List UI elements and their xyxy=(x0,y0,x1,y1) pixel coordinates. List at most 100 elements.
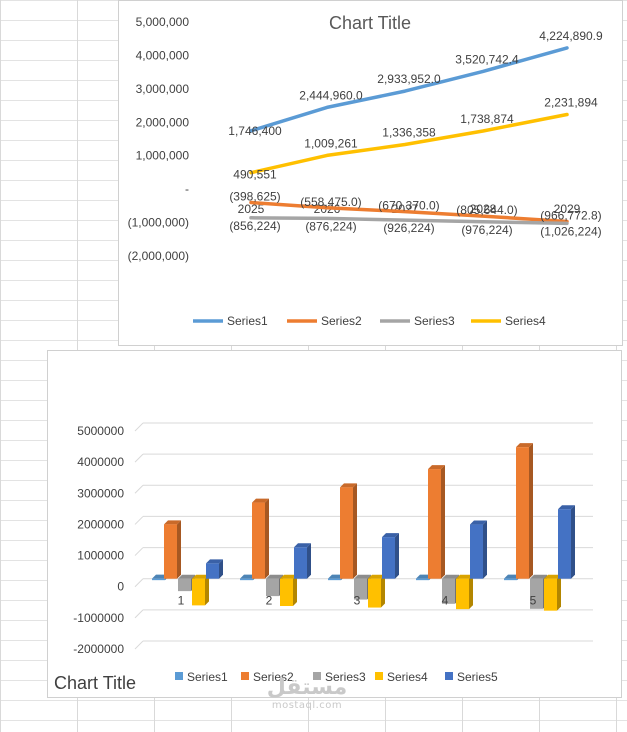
bar-series5 xyxy=(382,537,395,579)
bar-series4 xyxy=(544,578,557,611)
legend-label: Series2 xyxy=(321,314,362,328)
x-tick-label: 2028 xyxy=(470,202,497,216)
gridline-side xyxy=(134,578,144,588)
legend-label: Series1 xyxy=(187,670,228,684)
data-label: (966,772.8) xyxy=(540,208,601,222)
y-tick-label: (2,000,000) xyxy=(128,249,189,263)
gridline-side xyxy=(134,422,144,432)
bar-chart-svg: 5000000 4000000 3000000 2000000 1000000 0 -100… xyxy=(54,422,593,693)
chart-title: Chart Title xyxy=(54,673,136,693)
legend-swatch xyxy=(445,672,453,680)
y-tick-label: 2,000,000 xyxy=(136,115,190,129)
bar-series2 xyxy=(164,524,177,579)
bar-top xyxy=(354,574,371,579)
bar-side xyxy=(177,520,181,579)
bar-series1 xyxy=(328,578,341,581)
y-tick-label: 5000000 xyxy=(77,424,124,438)
bar-side xyxy=(353,483,357,579)
x-tick-label: 2029 xyxy=(554,202,581,216)
bar-series3 xyxy=(354,578,367,600)
bar-series2 xyxy=(516,447,529,579)
bar-side xyxy=(265,498,269,579)
data-label: (926,224) xyxy=(383,221,434,235)
bar-top xyxy=(280,574,297,579)
y-tick-label: 1,000,000 xyxy=(136,149,190,163)
legend-label: Series3 xyxy=(325,670,366,684)
data-label: 3,520,742.4 xyxy=(455,52,519,66)
bar-series1 xyxy=(416,578,429,581)
gridline-side xyxy=(134,484,144,494)
y-tick-label: 0 xyxy=(117,580,124,594)
data-label: (398,625) xyxy=(229,189,280,203)
bar-series3 xyxy=(178,578,191,592)
gridline-side xyxy=(134,609,144,619)
bar-top xyxy=(558,505,575,510)
y-tick-label: (1,000,000) xyxy=(128,216,189,230)
bar-side xyxy=(205,574,209,606)
bar-series1 xyxy=(504,578,517,581)
legend-label: Series4 xyxy=(387,670,428,684)
legend-label: Series1 xyxy=(227,314,268,328)
gridline-side xyxy=(134,640,144,650)
bar-side xyxy=(483,520,487,579)
bar-series3 xyxy=(530,578,543,609)
bar-series5 xyxy=(206,563,219,579)
gridline-side xyxy=(134,547,144,556)
watermark-arabic: مستقل xyxy=(266,675,348,700)
bar-side xyxy=(395,533,399,579)
legend-label: Series2 xyxy=(253,670,294,684)
bar-top xyxy=(266,574,283,579)
series-line-series3 xyxy=(249,216,569,226)
legend-swatch xyxy=(175,672,183,680)
bar-series1 xyxy=(152,578,165,581)
x-tick-label: 2025 xyxy=(238,202,265,216)
data-label: 4,224,890.9 xyxy=(539,29,603,43)
y-tick-label: 3000000 xyxy=(77,486,124,500)
watermark-logo: مستقل mostaql.com xyxy=(262,675,352,712)
bar-series5 xyxy=(470,524,483,579)
data-label: 490,551 xyxy=(233,168,277,182)
bar-top xyxy=(544,574,561,579)
bar-top xyxy=(252,498,269,503)
data-label: 2,231,894 xyxy=(544,96,598,110)
y-tick-label: 2000000 xyxy=(77,517,124,531)
bar-side xyxy=(219,559,223,579)
bar-side xyxy=(441,465,445,579)
legend-swatch xyxy=(375,672,383,680)
bar-series5 xyxy=(294,547,307,579)
bar-series2 xyxy=(340,487,353,579)
bar-series4 xyxy=(456,578,469,610)
legend-label: Series4 xyxy=(505,314,546,328)
bar-chart-3d[interactable]: 5000000 4000000 3000000 2000000 1000000 0 -100… xyxy=(47,350,622,698)
x-tick-label: 2 xyxy=(266,594,273,608)
bar-side xyxy=(469,574,473,610)
y-tick-label: - xyxy=(185,182,189,196)
data-label: 2,933,952.0 xyxy=(377,72,441,86)
bar-series2 xyxy=(252,502,265,579)
legend-swatch xyxy=(313,672,321,680)
bar-top xyxy=(206,559,223,564)
bar-series3 xyxy=(442,578,455,604)
bar-top xyxy=(516,443,533,448)
bar-top xyxy=(428,465,445,470)
data-label: (856,224) xyxy=(229,219,280,233)
data-label: (976,224) xyxy=(461,223,512,237)
bar-series5 xyxy=(558,509,571,579)
bar-series3 xyxy=(266,578,279,597)
bar-top xyxy=(442,574,459,579)
chart-title: Chart Title xyxy=(329,13,411,33)
bar-top xyxy=(456,574,473,579)
data-label: (1,026,224) xyxy=(540,224,601,238)
data-label: (558,475.0) xyxy=(300,195,361,209)
bar-side xyxy=(307,543,311,579)
bar-side xyxy=(381,574,385,608)
x-tick-label: 3 xyxy=(354,594,361,608)
bar-top xyxy=(368,574,385,579)
bar-top xyxy=(340,483,357,488)
y-tick-label: 1000000 xyxy=(77,549,124,563)
x-tick-label: 1 xyxy=(178,594,185,608)
data-label: (876,224) xyxy=(305,219,356,233)
line-chart[interactable]: Chart Title 5,000,000 4,000,000 3,000,000 2,… xyxy=(118,0,623,346)
y-tick-label: 4000000 xyxy=(77,455,124,469)
bar-side xyxy=(557,574,561,611)
